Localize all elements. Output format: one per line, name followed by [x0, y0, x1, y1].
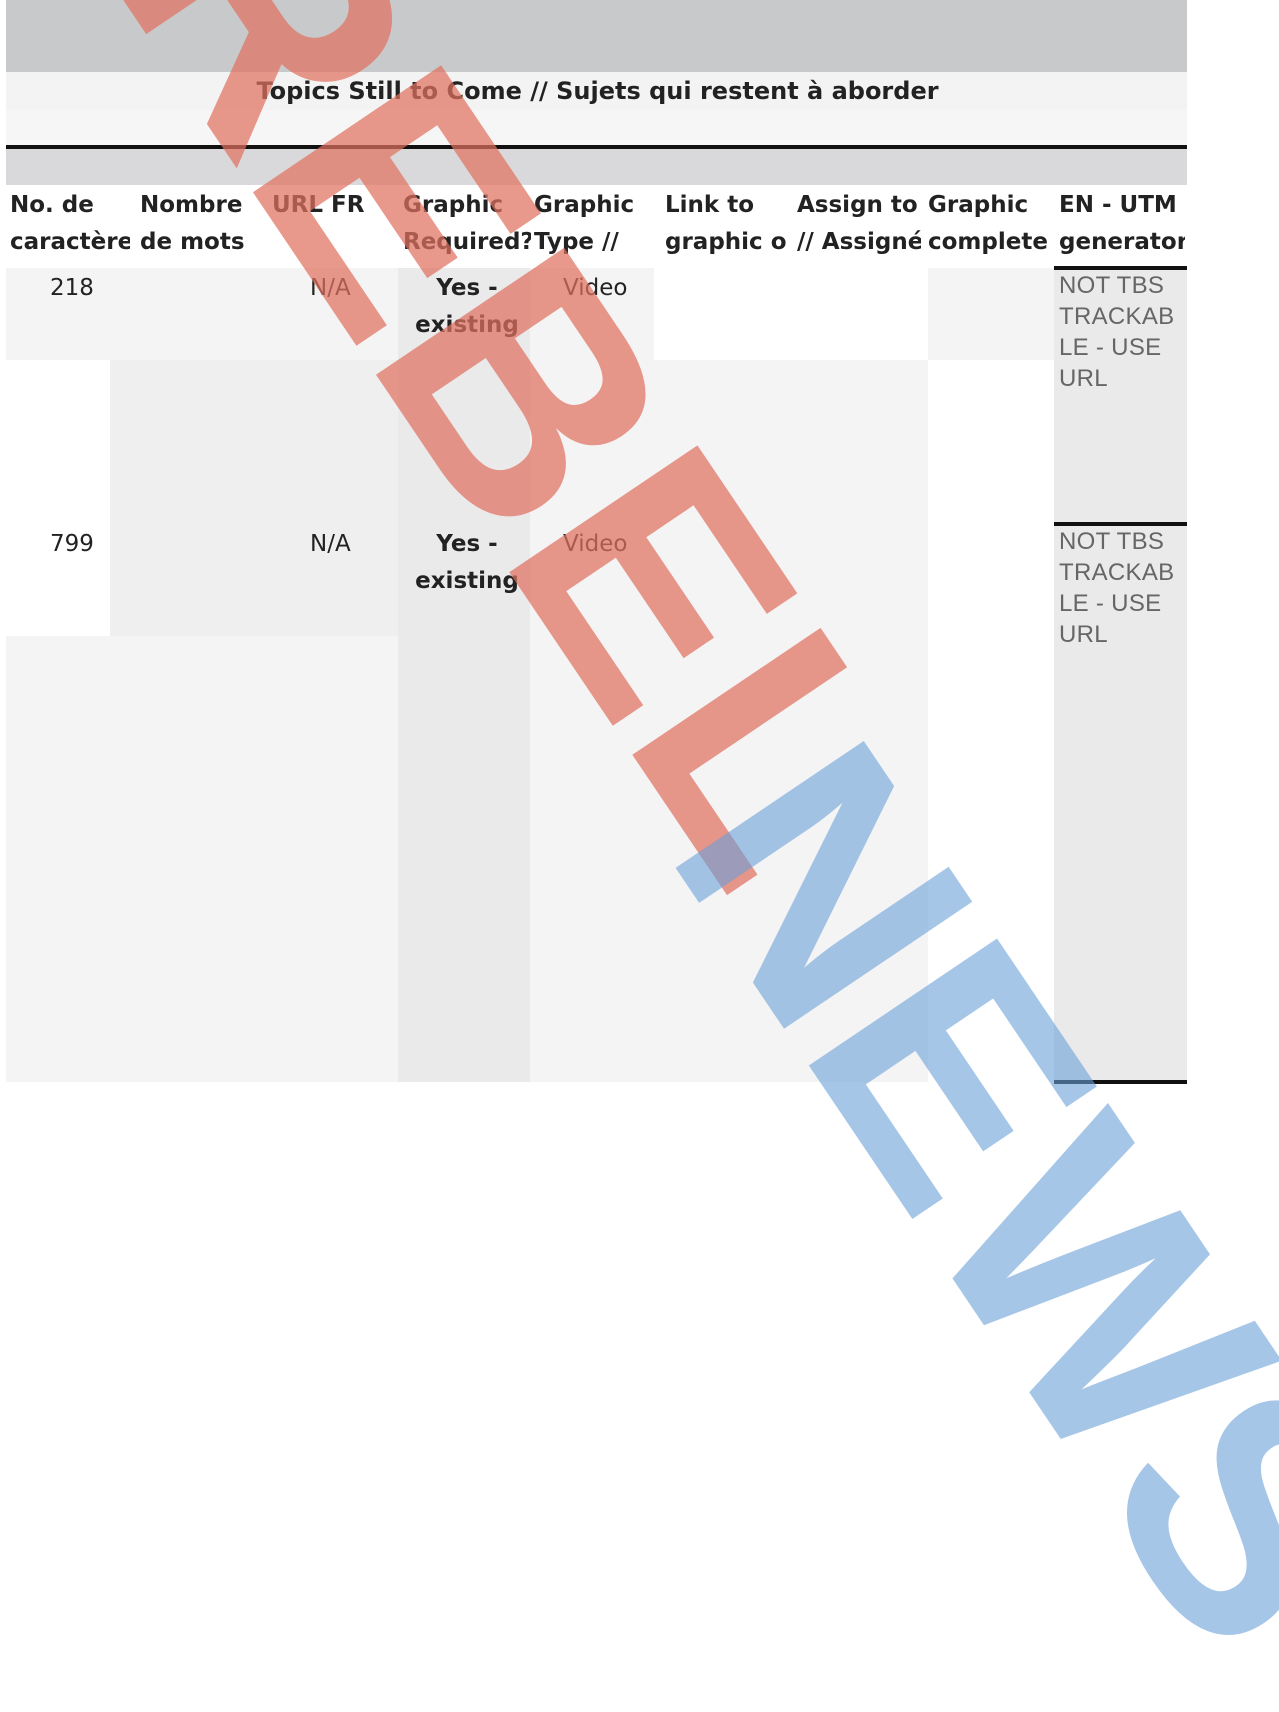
col-nombre-shade — [110, 360, 401, 636]
row2-utm: NOT TBS TRACKAB LE - USE URL — [1059, 528, 1175, 648]
row1-graphic-required: Yes - existing — [415, 275, 519, 338]
row1-shade — [6, 268, 401, 360]
col-complete-shade — [928, 268, 1054, 360]
col-utm-shade — [1054, 268, 1187, 1082]
col-header-en-utm: EN - UTM generator — [1059, 192, 1185, 255]
section-title: Topics Still to Come // Sujets qui reste… — [256, 77, 939, 105]
col-header-graphic-required: Graphic Required? — [403, 192, 531, 255]
row1-characters: 218 — [50, 275, 94, 301]
col-type-shade — [530, 268, 654, 1082]
utm-rule-header — [1054, 266, 1187, 270]
col-header-link-to-graphic: Link to graphic or — [665, 192, 787, 255]
utm-rule-row2 — [1054, 522, 1187, 526]
col-header-url-fr: URL FR — [272, 192, 365, 218]
col-header-graphic-type: Graphic Type // — [534, 192, 635, 255]
row1-url-fr: N/A — [310, 275, 351, 301]
header-band — [6, 0, 1187, 72]
col-required-shade — [398, 268, 530, 1082]
col-link-shade — [654, 360, 928, 1082]
row2-characters: 799 — [50, 531, 94, 557]
lower-shade — [6, 636, 399, 1082]
col-header-assign-to: Assign to // Assigné — [797, 192, 921, 255]
col-header-graphic-complete: Graphic complete — [928, 192, 1048, 255]
row2-graphic-required: Yes - existing — [415, 531, 519, 594]
spacer-band — [6, 110, 1187, 146]
row1-utm: NOT TBS TRACKAB LE - USE URL — [1059, 272, 1175, 392]
row2-url-fr: N/A — [310, 531, 351, 557]
row1-graphic-type: Video — [563, 275, 628, 301]
row2-graphic-type: Video — [563, 531, 628, 557]
utm-rule-bottom — [1054, 1080, 1187, 1084]
col-header-words: Nombre de mots — [140, 192, 245, 255]
col-header-characters: No. de caractères — [10, 192, 130, 255]
column-band — [6, 149, 1187, 185]
title-band — [6, 72, 1187, 110]
header-rule — [6, 145, 1187, 149]
